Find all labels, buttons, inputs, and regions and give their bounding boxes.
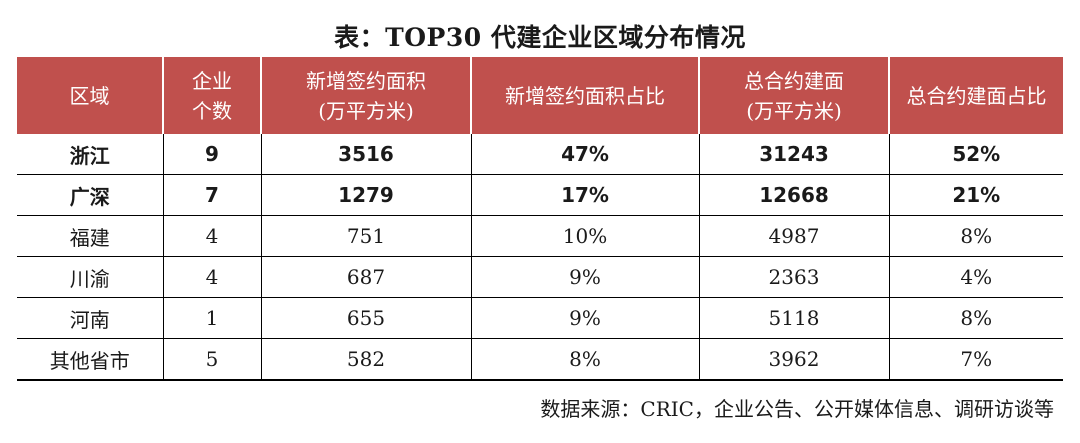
table-row: 河南 1 655 9% 5118 8% [17, 297, 1063, 339]
cell-company-count: 4 [162, 215, 261, 257]
cell-region: 川渝 [17, 256, 163, 298]
table-row: 其他省市 5 582 8% 3962 7% [17, 338, 1063, 381]
cell-new-signed-area: 582 [260, 338, 471, 381]
cell-new-signed-area: 751 [260, 215, 471, 257]
data-source-note: 数据来源：CRIC，企业公告、公开媒体信息、调研访谈等 [540, 397, 1054, 421]
header-new-signed-area-line2: (万平方米) [318, 98, 414, 123]
cell-company-count: 7 [162, 174, 261, 216]
cell-new-signed-area: 655 [260, 297, 471, 339]
cell-company-count: 9 [162, 134, 261, 175]
cell-new-signed-share: 9% [470, 256, 699, 298]
header-cell-total-contract-area: 总合约建面 (万平方米) [698, 57, 889, 134]
cell-new-signed-share: 47% [470, 134, 699, 175]
cell-total-contract-share: 4% [888, 256, 1063, 298]
cell-total-contract-area: 3962 [698, 338, 889, 381]
cell-new-signed-share: 9% [470, 297, 699, 339]
cell-region: 广深 [17, 174, 163, 216]
cell-company-count: 5 [162, 338, 261, 381]
header-cell-company-count: 企业 个数 [162, 57, 261, 134]
header-cell-total-contract-share: 总合约建面占比 [888, 57, 1063, 134]
cell-total-contract-area: 4987 [698, 215, 889, 257]
header-total-contract-share-label: 总合约建面占比 [906, 83, 1047, 108]
table-row: 福建 4 751 10% 4987 8% [17, 215, 1063, 257]
cell-region: 河南 [17, 297, 163, 339]
header-company-count-line1: 企业 [192, 68, 232, 93]
table-row: 川渝 4 687 9% 2363 4% [17, 256, 1063, 298]
cell-new-signed-share: 10% [470, 215, 699, 257]
header-row: 区域 企业个数 新增签约面积 (万平方米) 新增签约面积占比 总合约建面 (万平方米… [17, 57, 1063, 134]
cell-company-count: 1 [162, 297, 261, 339]
table-title: 表：TOP30 代建企业区域分布情况 [334, 23, 746, 52]
cell-total-contract-share: 21% [888, 174, 1063, 216]
cell-region: 浙江 [17, 134, 163, 175]
header-region-label: 区域 [69, 83, 110, 108]
header-total-contract-area-line1: 总合约建面 [744, 68, 844, 93]
cell-new-signed-share: 17% [470, 174, 699, 216]
cell-total-contract-share: 8% [888, 297, 1063, 339]
region-distribution-table: 区域 企业个数 新增签约面积 (万平方米) 新增签约面积占比 总合约建面 (万平方米… [17, 57, 1063, 381]
cell-new-signed-area: 1279 [260, 174, 471, 216]
cell-region: 福建 [17, 215, 163, 257]
header-total-contract-area-line2: (万平方米) [746, 98, 842, 123]
header-new-signed-area-line1: 新增签约面积 [306, 68, 426, 93]
cell-total-contract-area: 5118 [698, 297, 889, 339]
cell-total-contract-share: 7% [888, 338, 1063, 381]
table-row: 广深 7 1279 17% 12668 21% [17, 174, 1063, 216]
cell-total-contract-area: 2363 [698, 256, 889, 298]
header-cell-new-signed-area: 新增签约面积 (万平方米) [260, 57, 471, 134]
cell-region: 其他省市 [17, 338, 163, 381]
cell-total-contract-share: 8% [888, 215, 1063, 257]
header-cell-region: 区域 [17, 57, 163, 134]
cell-new-signed-area: 687 [260, 256, 471, 298]
cell-total-contract-share: 52% [888, 134, 1063, 175]
header-cell-new-signed-share: 新增签约面积占比 [470, 57, 699, 134]
cell-new-signed-share: 8% [470, 338, 699, 381]
header-new-signed-share-label: 新增签约面积占比 [505, 83, 665, 108]
table-row: 浙江 9 3516 47% 31243 52% [17, 134, 1063, 175]
cell-new-signed-area: 3516 [260, 134, 471, 175]
cell-total-contract-area: 31243 [698, 134, 889, 175]
header-company-count-line2: 个数 [192, 98, 232, 123]
cell-total-contract-area: 12668 [698, 174, 889, 216]
cell-company-count: 4 [162, 256, 261, 298]
